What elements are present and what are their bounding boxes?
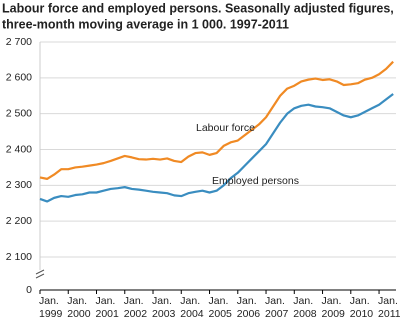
x-tick-label: 2003 [152,308,176,320]
y-tick-label: 2 500 [6,107,32,119]
series-label: Employed persons [212,175,299,187]
x-tick-label: Jan. [378,295,398,307]
x-tick-label: 2007 [265,308,289,320]
y-tick-label: 2 300 [6,179,32,191]
x-tick-label: 2009 [322,308,346,320]
x-tick-label: 2010 [350,308,374,320]
x-tick-label: Jan. [39,295,59,307]
series-label: Labour force [196,122,255,134]
x-tick-label: Jan. [180,295,200,307]
line-series [39,60,394,180]
x-tick-label: 2011 [378,308,400,320]
y-tick-label: 2 100 [6,251,32,263]
x-tick-label: 2005 [209,308,233,320]
y-tick-label: 2 700 [6,36,32,48]
x-tick-label: Jan. [237,295,257,307]
x-tick-label: Jan. [350,295,370,307]
chart-title: Labour force and employed persons. Seaso… [2,1,394,15]
x-tick-label: 2001 [96,308,120,320]
x-tick-label: Jan. [322,295,342,307]
y-tick-label: 0 [26,284,32,296]
x-tick-label: Jan. [67,295,87,307]
x-tick-label: 1999 [39,308,63,320]
x-tick-label: 2008 [293,308,317,320]
x-tick-label: 2000 [67,308,91,320]
y-tick-label: 2 200 [6,215,32,227]
y-tick-label: 2 400 [6,143,32,155]
x-tick-label: Jan. [152,295,172,307]
line-series [39,93,394,203]
chart-title: three-month moving average in 1 000. 199… [2,17,289,31]
x-tick-label: Jan. [265,295,285,307]
x-tick-label: Jan. [293,295,313,307]
axis-break [35,269,45,279]
x-tick-label: Jan. [124,295,144,307]
x-tick-label: 2004 [180,308,204,320]
x-tick-label: Jan. [96,295,116,307]
y-tick-label: 2 600 [6,72,32,84]
x-tick-label: Jan. [209,295,229,307]
x-tick-label: 2006 [237,308,261,320]
x-tick-label: 2002 [124,308,148,320]
